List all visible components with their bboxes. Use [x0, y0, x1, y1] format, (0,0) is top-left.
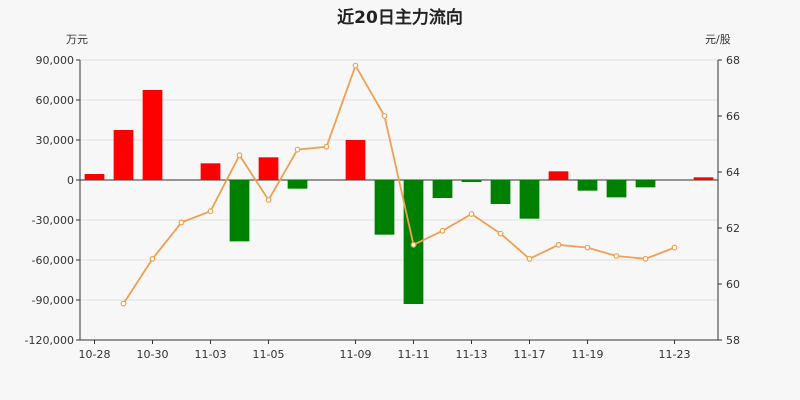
- price-point: [497, 230, 504, 237]
- flow-bar: [258, 157, 279, 180]
- y-right-tick-label: 60: [726, 278, 740, 291]
- y-right-tick-label: 66: [726, 110, 740, 123]
- price-point: [352, 62, 359, 69]
- price-point: [207, 208, 214, 215]
- flow-bar: [548, 171, 569, 180]
- price-point: [294, 146, 301, 153]
- x-tick-label: 11-17: [514, 348, 546, 361]
- price-point: [149, 255, 156, 262]
- flow-bar: [113, 130, 134, 180]
- x-tick-label: 11-03: [195, 348, 227, 361]
- price-point: [178, 219, 185, 226]
- price-point: [265, 197, 272, 203]
- price-point: [555, 241, 562, 248]
- x-tick-label: 10-28: [79, 348, 111, 361]
- right-axis-unit: 元/股: [705, 33, 731, 46]
- chart-title: 近20日主力流向: [337, 8, 463, 28]
- x-tick-label: 11-19: [572, 348, 604, 361]
- flow-bar: [287, 180, 308, 189]
- flow-bar: [461, 180, 482, 182]
- y-left-tick-label: 60,000: [36, 94, 75, 107]
- y-right-tick-label: 68: [726, 54, 740, 67]
- y-right-tick-label: 64: [726, 166, 740, 179]
- y-right-tick-label: 58: [726, 334, 740, 347]
- y-left-tick-label: -90,000: [32, 294, 74, 307]
- x-tick-label: 11-11: [398, 348, 430, 361]
- flow-bar: [490, 180, 511, 204]
- y-right-tick-label: 62: [726, 222, 740, 235]
- y-left-tick-label: 0: [67, 174, 74, 187]
- price-point: [671, 244, 678, 251]
- price-point: [323, 143, 330, 150]
- y-left-tick-label: -120,000: [25, 334, 74, 347]
- price-point: [613, 253, 620, 259]
- x-tick-label: 11-13: [456, 348, 488, 361]
- x-tick-label: 10-30: [137, 348, 169, 361]
- price-line: [122, 63, 675, 305]
- price-point: [381, 113, 388, 119]
- flow-bar: [577, 180, 598, 191]
- price-point: [584, 244, 591, 251]
- price-point: [468, 211, 475, 217]
- x-tick-label: 11-09: [340, 348, 372, 361]
- price-point: [120, 300, 127, 307]
- y-left-tick-label: 30,000: [36, 134, 75, 147]
- x-tick-label: 11-05: [253, 348, 285, 361]
- flow-bar: [374, 180, 395, 235]
- y-left-tick-label: -30,000: [32, 214, 74, 227]
- x-tick-label: 11-23: [659, 348, 691, 361]
- flow-bar: [142, 90, 163, 180]
- y-left-tick-label: 90,000: [36, 54, 75, 67]
- flow-bar: [635, 180, 656, 188]
- y-left-tick-label: -60,000: [32, 254, 74, 267]
- price-point: [410, 241, 417, 248]
- flow-bar: [606, 180, 627, 198]
- price-point: [526, 255, 533, 262]
- flow-bar: [693, 177, 714, 180]
- price-point: [439, 227, 446, 234]
- price-point: [642, 255, 649, 262]
- flow-bar: [432, 180, 453, 198]
- flow-bar: [229, 180, 250, 242]
- flow-bar: [519, 180, 540, 219]
- flow-bar: [345, 140, 366, 180]
- flow-bar: [84, 174, 105, 180]
- flow-bar: [200, 163, 221, 180]
- price-point: [236, 152, 243, 159]
- left-axis-unit: 万元: [66, 33, 88, 46]
